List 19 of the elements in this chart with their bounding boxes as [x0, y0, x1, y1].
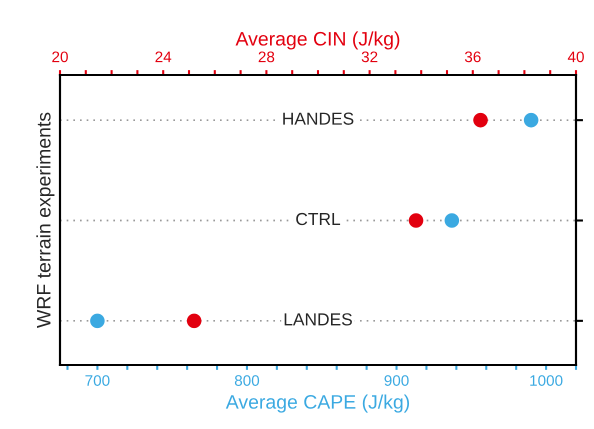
y-tick-label: LANDES	[284, 313, 352, 326]
x2-tick-label: 20	[52, 51, 68, 62]
x-tick-label: 700	[85, 375, 110, 386]
x2-tick-label: 24	[155, 51, 172, 62]
y-axis-title: WRF terrain experiments	[36, 112, 54, 328]
x2-tick-label: 32	[362, 51, 378, 62]
x-tick-label: 800	[234, 375, 260, 386]
x-tick-label: 1000	[530, 375, 562, 386]
y-tick-label: CTRL	[296, 212, 340, 226]
point	[186, 314, 202, 328]
x2-tick-label: 40	[568, 51, 584, 62]
point	[408, 213, 424, 228]
x2-axis-title: Average CIN (J/kg)	[236, 31, 400, 50]
x-tick-label: 900	[384, 375, 409, 386]
y-tick-label: HANDES	[283, 112, 354, 125]
x2-tick-label: 28	[258, 51, 274, 62]
x2-tick-label: 36	[464, 51, 481, 62]
x-axis-title: Average CAPE (J/kg)	[226, 394, 410, 413]
point	[473, 112, 488, 128]
